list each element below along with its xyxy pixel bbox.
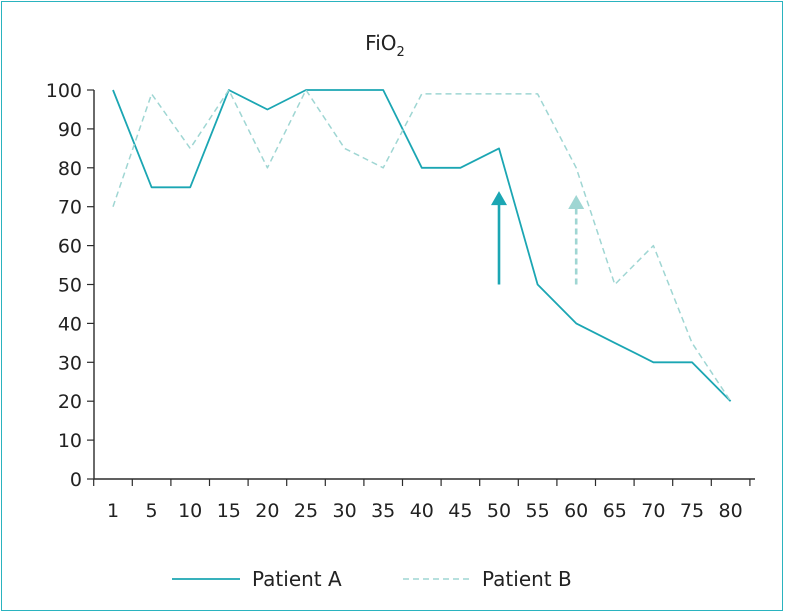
x-tick-label: 70 [641, 500, 665, 522]
series-lines [112, 89, 732, 402]
y-axis-ticks: 0 10 20 30 40 50 60 70 80 90 100 [46, 80, 94, 491]
y-tick-label: 100 [46, 80, 82, 102]
x-tick-label: 10 [178, 500, 202, 522]
x-tick-label: 75 [680, 500, 704, 522]
y-tick-label: 30 [58, 352, 82, 374]
x-tick-label: 35 [371, 500, 395, 522]
x-tick-label: 50 [487, 500, 511, 522]
chart-title: FiO2 [365, 31, 405, 60]
x-tick-label: 25 [294, 500, 318, 522]
legend: Patient A Patient B [172, 567, 572, 591]
x-tick-label: 15 [217, 500, 241, 522]
annotation-arrow-head-1 [491, 191, 507, 206]
x-tick-label: 80 [719, 500, 743, 522]
y-tick-label: 50 [58, 275, 82, 297]
x-tick-label: 40 [410, 500, 434, 522]
axes [93, 90, 755, 480]
x-tick-label: 30 [333, 500, 357, 522]
series-line-patient-b [112, 89, 732, 402]
annotation-arrow-head-2 [568, 195, 585, 210]
x-tick-label: 65 [603, 500, 627, 522]
chart-title-subscript: 2 [397, 45, 405, 60]
x-tick-label: 20 [255, 500, 279, 522]
y-tick-label: 60 [58, 236, 82, 258]
y-tick-label: 10 [58, 430, 82, 452]
y-tick-label: 70 [58, 197, 82, 219]
y-tick-label: 40 [58, 313, 82, 335]
x-tick-label: 60 [564, 500, 588, 522]
legend-label-patient-a: Patient A [252, 567, 342, 591]
annotation-arrows [491, 191, 585, 285]
y-tick-label: 90 [58, 119, 82, 141]
y-tick-label: 80 [58, 158, 82, 180]
x-tick-label: 1 [107, 500, 119, 522]
x-tick-label: 55 [526, 500, 550, 522]
series-line-patient-a [112, 89, 732, 402]
x-tick-label: 5 [146, 500, 158, 522]
x-tick-label: 45 [448, 500, 472, 522]
chart-title-main: FiO [365, 31, 396, 55]
x-axis-ticks: 1 5 10 15 20 25 30 35 40 45 50 55 60 65 70 75 80 [93, 479, 751, 522]
legend-label-patient-b: Patient B [482, 567, 572, 591]
y-tick-label: 20 [58, 391, 82, 413]
y-tick-label: 0 [70, 469, 82, 491]
